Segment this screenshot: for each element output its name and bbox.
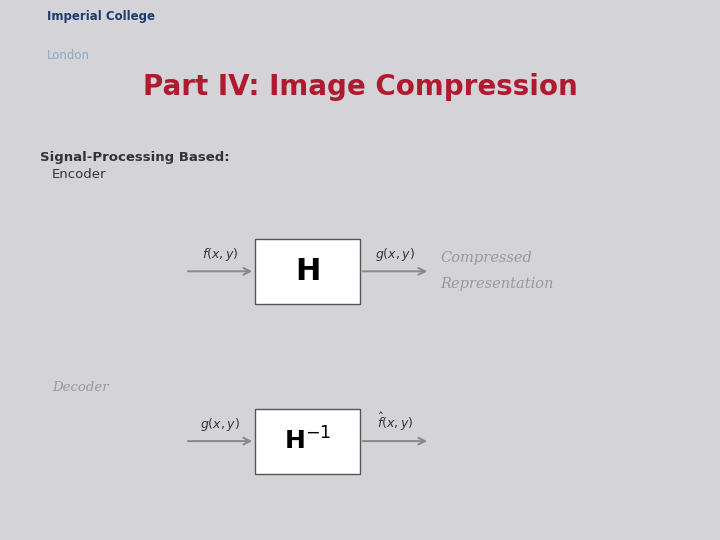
Text: $\hat{f}(x,y)$: $\hat{f}(x,y)$ <box>377 411 413 433</box>
Text: Encoder: Encoder <box>52 168 107 181</box>
Text: Decoder: Decoder <box>52 381 109 394</box>
Bar <box>255 239 360 304</box>
Text: $f(x,y)$: $f(x,y)$ <box>202 246 238 264</box>
Text: $\mathbf{H}$: $\mathbf{H}$ <box>295 256 320 287</box>
Text: $g(x,y)$: $g(x,y)$ <box>200 416 240 433</box>
Text: Representation: Representation <box>440 278 554 291</box>
Text: Compressed: Compressed <box>440 251 532 265</box>
Text: $\mathbf{H}^{-1}$: $\mathbf{H}^{-1}$ <box>284 428 331 455</box>
Text: Imperial College: Imperial College <box>47 10 155 23</box>
Text: $g(x,y)$: $g(x,y)$ <box>375 246 415 264</box>
Text: Signal-Processing Based:: Signal-Processing Based: <box>40 151 230 165</box>
Bar <box>255 409 360 474</box>
Text: London: London <box>47 49 90 62</box>
Text: Part IV: Image Compression: Part IV: Image Compression <box>143 73 577 102</box>
